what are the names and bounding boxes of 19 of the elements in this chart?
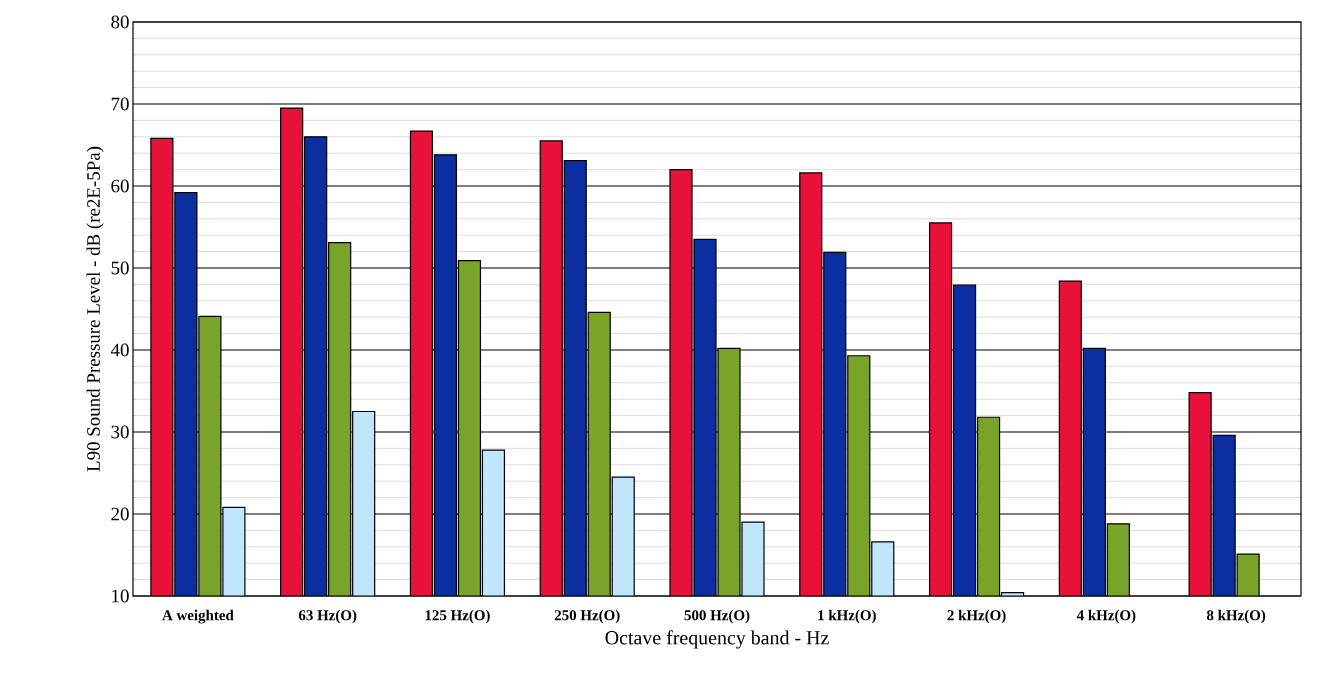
x-axis-title: Octave frequency band - Hz [605,630,829,649]
x-tick-label: 8 kHz(O) [1206,609,1266,624]
x-tick-label: 500 Hz(O) [684,609,750,624]
y-tick-label: 20 [111,507,129,521]
y-tick-label: 30 [111,425,129,439]
x-tick-label: 4 kHz(O) [1076,609,1136,624]
y-tick-label: 70 [111,97,129,111]
y-tick-label: 40 [110,343,129,357]
y-axis-title: L90 Sound Pressure Level - dB (re2E-5Pa) [86,146,104,472]
x-tick-label: 250 Hz(O) [554,609,620,624]
y-tick-label: 60 [111,179,129,193]
x-tick-label: 2 kHz(O) [947,609,1006,624]
x-tick-label: 63 Hz(O) [298,609,357,624]
y-tick-label: 50 [111,261,129,275]
x-tick-label: 1 kHz(O) [818,609,876,624]
x-tick-label: 125 Hz(O) [425,609,490,624]
x-tick-label: A weighted [162,609,234,624]
y-tick-label: 10 [112,589,129,603]
y-tick-label: 80 [111,15,129,29]
